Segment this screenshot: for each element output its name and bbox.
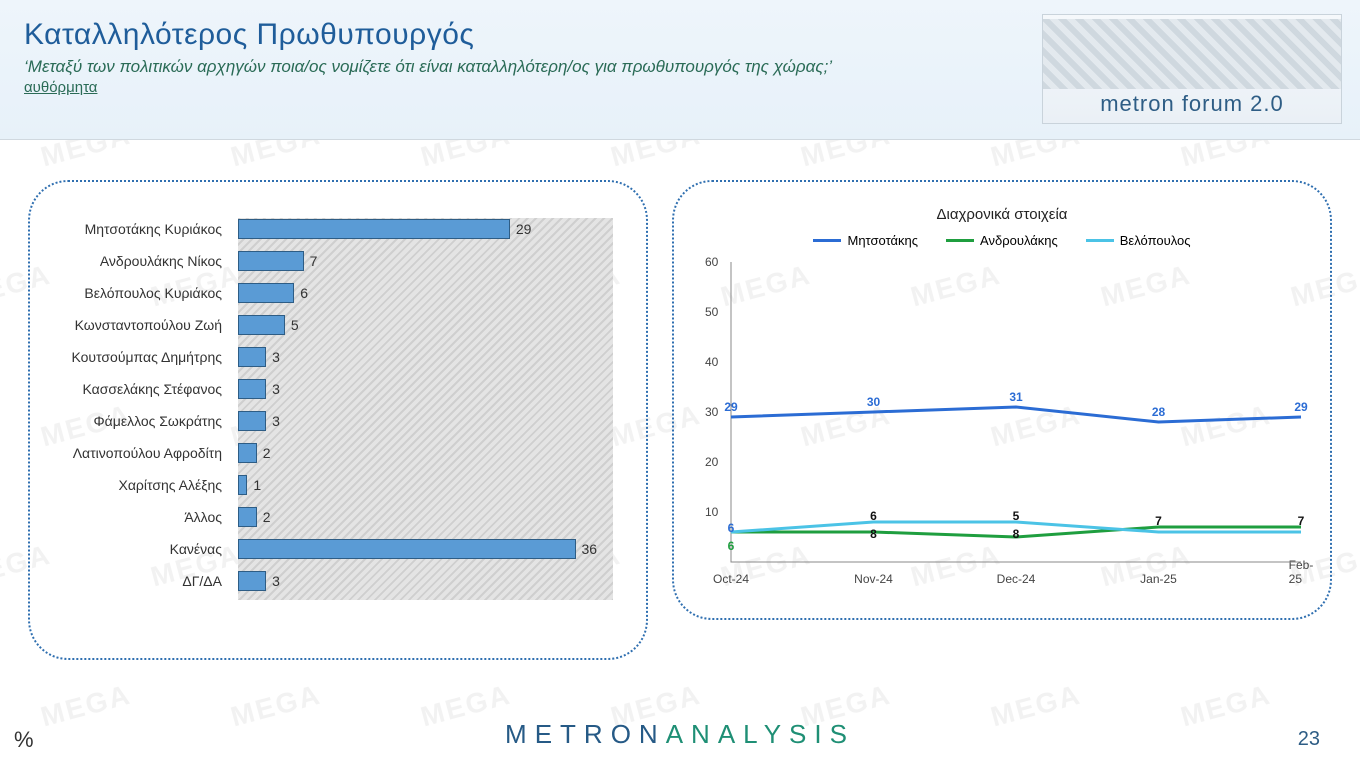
point-label: 29 (724, 400, 737, 414)
bar-rect (238, 539, 576, 559)
bar-label: Άλλος (70, 509, 230, 525)
bar-row: ΔΓ/ΔΑ 3 (70, 570, 630, 592)
legend-label: Μητσοτάκης (847, 233, 918, 248)
bar-value: 1 (253, 477, 261, 493)
logo-image (1043, 19, 1341, 89)
x-tick: Dec-24 (997, 572, 1036, 586)
point-label: 5 (1013, 509, 1020, 523)
bar-row: Κωνσταντοπούλου Ζωή 5 (70, 314, 630, 336)
footer-brand: METRONANALYSIS (505, 719, 855, 750)
point-label: 8 (870, 527, 877, 541)
line-chart-svg (697, 254, 1311, 572)
bar-rect (238, 251, 304, 271)
bar-chart: Μητσοτάκης Κυριάκος 29 Ανδρουλάκης Νίκος 7 Β… (70, 218, 630, 626)
line-chart-title: Διαχρονικά στοιχεία (692, 206, 1312, 223)
point-label: 6 (728, 521, 735, 535)
bar-label: ΔΓ/ΔΑ (70, 573, 230, 589)
bar-row: Ανδρουλάκης Νίκος 7 (70, 250, 630, 272)
bar-row: Κασσελάκης Στέφανος 3 (70, 378, 630, 400)
bar-value: 6 (300, 285, 308, 301)
point-label: 8 (1013, 527, 1020, 541)
header: Καταλληλότερος Πρωθυπουργός ‘Μεταξύ των … (0, 0, 1360, 140)
point-label: 6 (870, 509, 877, 523)
legend-label: Ανδρουλάκης (980, 233, 1058, 248)
bar-row: Λατινοπούλου Αφροδίτη 2 (70, 442, 630, 464)
footer: METRONANALYSIS (0, 707, 1360, 761)
point-label: 7 (1298, 514, 1305, 528)
point-label: 30 (867, 395, 880, 409)
bar-value: 2 (263, 509, 271, 525)
bar-rect (238, 219, 510, 239)
bar-rect (238, 283, 294, 303)
bar-rect (238, 475, 247, 495)
content-row: Μητσοτάκης Κυριάκος 29 Ανδρουλάκης Νίκος 7 Β… (0, 140, 1360, 660)
bar-value: 5 (291, 317, 299, 333)
x-tick: Oct-24 (713, 572, 749, 586)
page-number: 23 (1298, 728, 1320, 751)
bar-rect (238, 443, 257, 463)
point-label: 29 (1294, 400, 1307, 414)
bar-label: Χαρίτσης Αλέξης (70, 477, 230, 493)
legend-label: Βελόπουλος (1120, 233, 1191, 248)
footer-brand-a: METRON (505, 719, 666, 749)
bar-value: 3 (272, 349, 280, 365)
line-chart-panel: Διαχρονικά στοιχεία Μητσοτάκης Ανδρουλάκη… (672, 180, 1332, 620)
bar-row: Μητσοτάκης Κυριάκος 29 (70, 218, 630, 240)
percent-symbol: % (14, 727, 34, 753)
footer-brand-b: ANALYSIS (666, 719, 855, 749)
bar-label: Λατινοπούλου Αφροδίτη (70, 445, 230, 461)
bar-chart-panel: Μητσοτάκης Κυριάκος 29 Ανδρουλάκης Νίκος 7 Β… (28, 180, 648, 660)
bar-row: Φάμελλος Σωκράτης 3 (70, 410, 630, 432)
bar-label: Κασσελάκης Στέφανος (70, 381, 230, 397)
logo-text: metron forum 2.0 (1100, 91, 1284, 117)
point-label: 6 (728, 539, 735, 553)
bar-row: Κουτσούμπας Δημήτρης 3 (70, 346, 630, 368)
point-label: 7 (1155, 514, 1162, 528)
bar-row: Άλλος 2 (70, 506, 630, 528)
legend-item: Ανδρουλάκης (946, 233, 1058, 248)
line-series (731, 407, 1301, 422)
bar-rect (238, 411, 266, 431)
point-label: 31 (1009, 390, 1022, 404)
bar-rect (238, 379, 266, 399)
bar-rect (238, 315, 285, 335)
bar-rect (238, 347, 266, 367)
bar-value: 3 (272, 381, 280, 397)
legend-item: Βελόπουλος (1086, 233, 1191, 248)
bar-label: Κανένας (70, 541, 230, 557)
point-label: 28 (1152, 405, 1165, 419)
bar-rect (238, 571, 266, 591)
legend-swatch (813, 239, 841, 242)
bar-label: Μητσοτάκης Κυριάκος (70, 221, 230, 237)
bar-label: Φάμελλος Σωκράτης (70, 413, 230, 429)
bar-value: 3 (272, 413, 280, 429)
bar-value: 3 (272, 573, 280, 589)
x-tick: Nov-24 (854, 572, 893, 586)
bar-label: Κουτσούμπας Δημήτρης (70, 349, 230, 365)
legend-item: Μητσοτάκης (813, 233, 918, 248)
bar-row: Κανένας 36 (70, 538, 630, 560)
line-chart-plot: 102030405060Oct-24Nov-24Dec-24Jan-25Feb-… (697, 254, 1307, 584)
bar-label: Βελόπουλος Κυριάκος (70, 285, 230, 301)
legend-swatch (946, 239, 974, 242)
bar-row: Βελόπουλος Κυριάκος 6 (70, 282, 630, 304)
legend-swatch (1086, 239, 1114, 242)
page-subtitle: ‘Μεταξύ των πολιτικών αρχηγών ποια/ος νο… (24, 56, 924, 77)
bar-rect (238, 507, 257, 527)
logo-card: metron forum 2.0 (1042, 14, 1342, 124)
bar-value: 7 (310, 253, 318, 269)
bar-label: Ανδρουλάκης Νίκος (70, 253, 230, 269)
bar-value: 29 (516, 221, 532, 237)
bar-row: Χαρίτσης Αλέξης 1 (70, 474, 630, 496)
bar-label: Κωνσταντοπούλου Ζωή (70, 317, 230, 333)
x-tick: Jan-25 (1140, 572, 1177, 586)
bar-value: 36 (582, 541, 598, 557)
bar-value: 2 (263, 445, 271, 461)
line-chart-legend: Μητσοτάκης Ανδρουλάκης Βελόπουλος (692, 233, 1312, 248)
